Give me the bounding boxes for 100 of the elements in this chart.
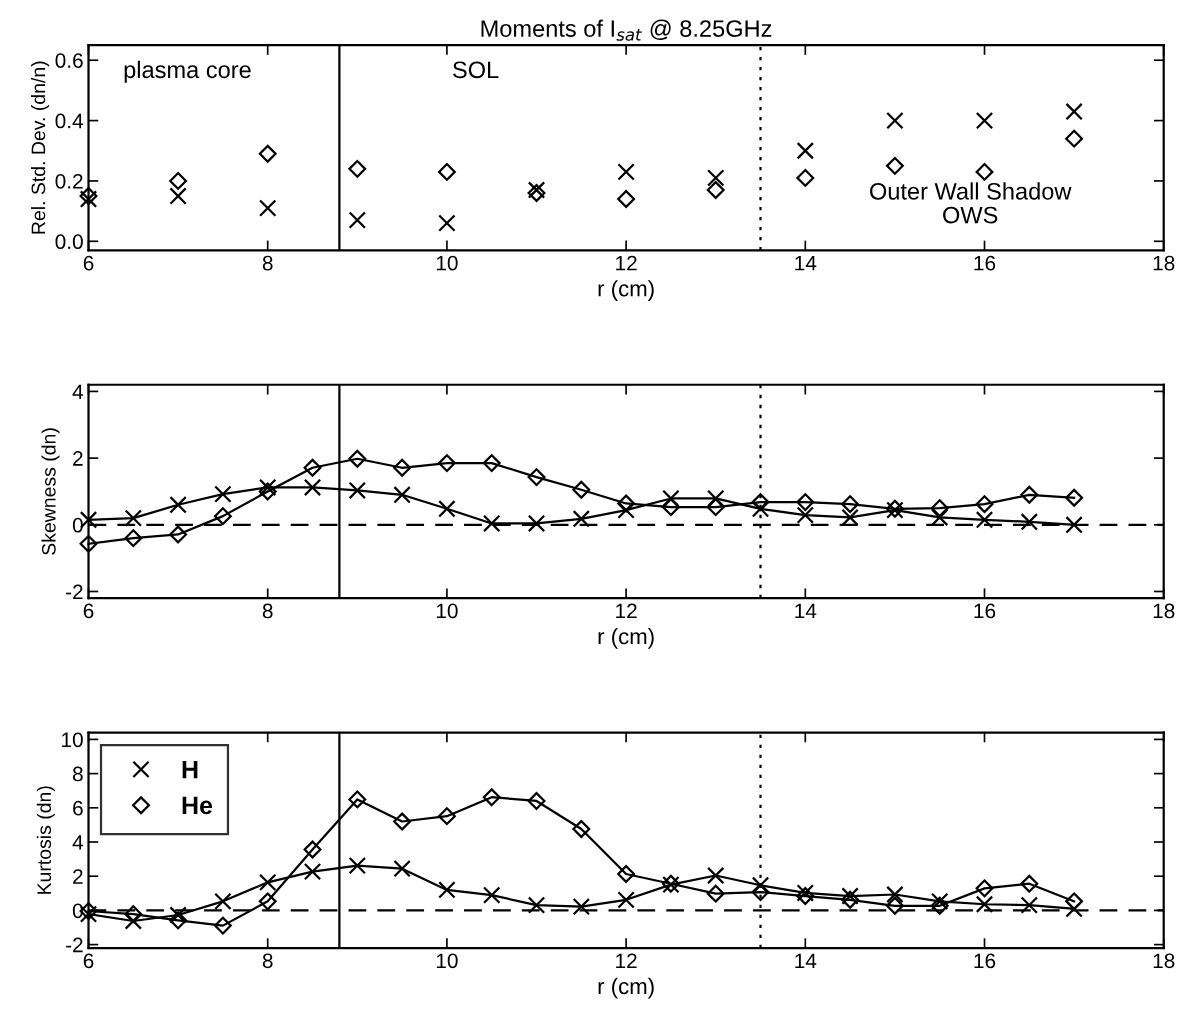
point [796,887,815,906]
point [124,912,143,930]
x-tick-label: 12 [616,953,637,968]
point [527,896,546,914]
point [617,190,636,209]
point [258,478,277,497]
point [214,892,232,911]
x-axis-title: r (cm) [598,628,654,649]
point [527,792,546,810]
point [572,897,591,916]
point [1020,485,1039,504]
point [796,884,815,902]
y-tick-label: -2 [66,937,83,953]
point [124,529,143,548]
x-tick-label: 6 [83,953,94,969]
point [1020,874,1039,893]
point [796,168,815,187]
point [841,508,859,527]
point [975,495,994,514]
point [437,454,456,473]
y-tick-label: 8 [72,766,83,782]
y-tick-label: 0.0 [55,234,83,250]
x-tick-label: 18 [1153,255,1175,271]
legend-label: H [182,760,198,779]
point [617,501,635,519]
point [437,162,456,181]
point [975,162,994,181]
point [79,534,98,553]
point [169,187,187,205]
annotation: Outer Wall Shadow OWS [870,182,1072,224]
point [393,812,412,831]
point [841,495,860,514]
point [214,485,232,503]
point [1065,102,1083,121]
point [169,911,188,930]
point [617,865,636,883]
point [482,886,501,904]
point [886,111,904,130]
point [124,905,143,924]
point [258,144,277,163]
point [661,498,680,517]
x-tick-label: 8 [262,953,273,969]
x-tick-label: 14 [795,603,817,619]
point [886,885,904,904]
point [527,514,546,533]
point [930,892,949,911]
point [841,890,860,909]
x-tick-label: 18 [1153,953,1175,969]
point [617,494,636,513]
point [438,500,456,518]
x-tick-label: 14 [795,953,817,968]
point [169,906,187,924]
point [1065,516,1083,534]
point [706,866,725,885]
point [1065,129,1084,148]
x-tick-label: 18 [1153,603,1175,619]
y-axis-title: Rel. Std. Dev. (dn/n) [31,61,50,234]
x-tick-label: 10 [436,953,458,969]
annotation: SOL [453,61,499,79]
point [796,493,815,512]
point [527,468,546,487]
point [706,181,725,199]
point [437,807,456,826]
point [706,489,725,508]
point [930,508,949,527]
y-tick-label: 4 [72,835,84,850]
x-tick-label: 12 [616,255,637,271]
x-tick-label: 16 [974,255,996,271]
x-axis-title: r (cm) [598,280,654,301]
y-tick-label: 0.4 [55,113,84,129]
x-tick-label: 16 [974,953,996,969]
point [482,514,501,533]
point [258,892,277,911]
y-tick-label: 10 [62,732,83,748]
point [617,891,635,909]
point [975,895,994,913]
point [1065,892,1084,911]
chart-title: Moments of I$_{sat}$ @ 8.25GHz [481,19,772,41]
point [841,887,859,905]
point [303,458,322,477]
y-tick-label: 0.6 [55,53,83,68]
point [482,788,501,807]
point [1020,513,1039,531]
point [706,884,725,903]
point [572,510,591,528]
y-tick-label: 2 [73,451,83,466]
point [438,881,456,899]
y-tick-label: 4 [72,384,84,399]
y-tick-label: 2 [73,869,83,884]
point [662,489,680,508]
point [975,111,994,130]
point [348,481,367,500]
point [169,496,187,514]
point [169,525,188,544]
point [348,449,367,468]
x-tick-label: 6 [83,603,94,619]
point [124,509,143,527]
point [393,458,412,477]
point [348,211,367,229]
x-tick-label: 12 [616,603,637,619]
